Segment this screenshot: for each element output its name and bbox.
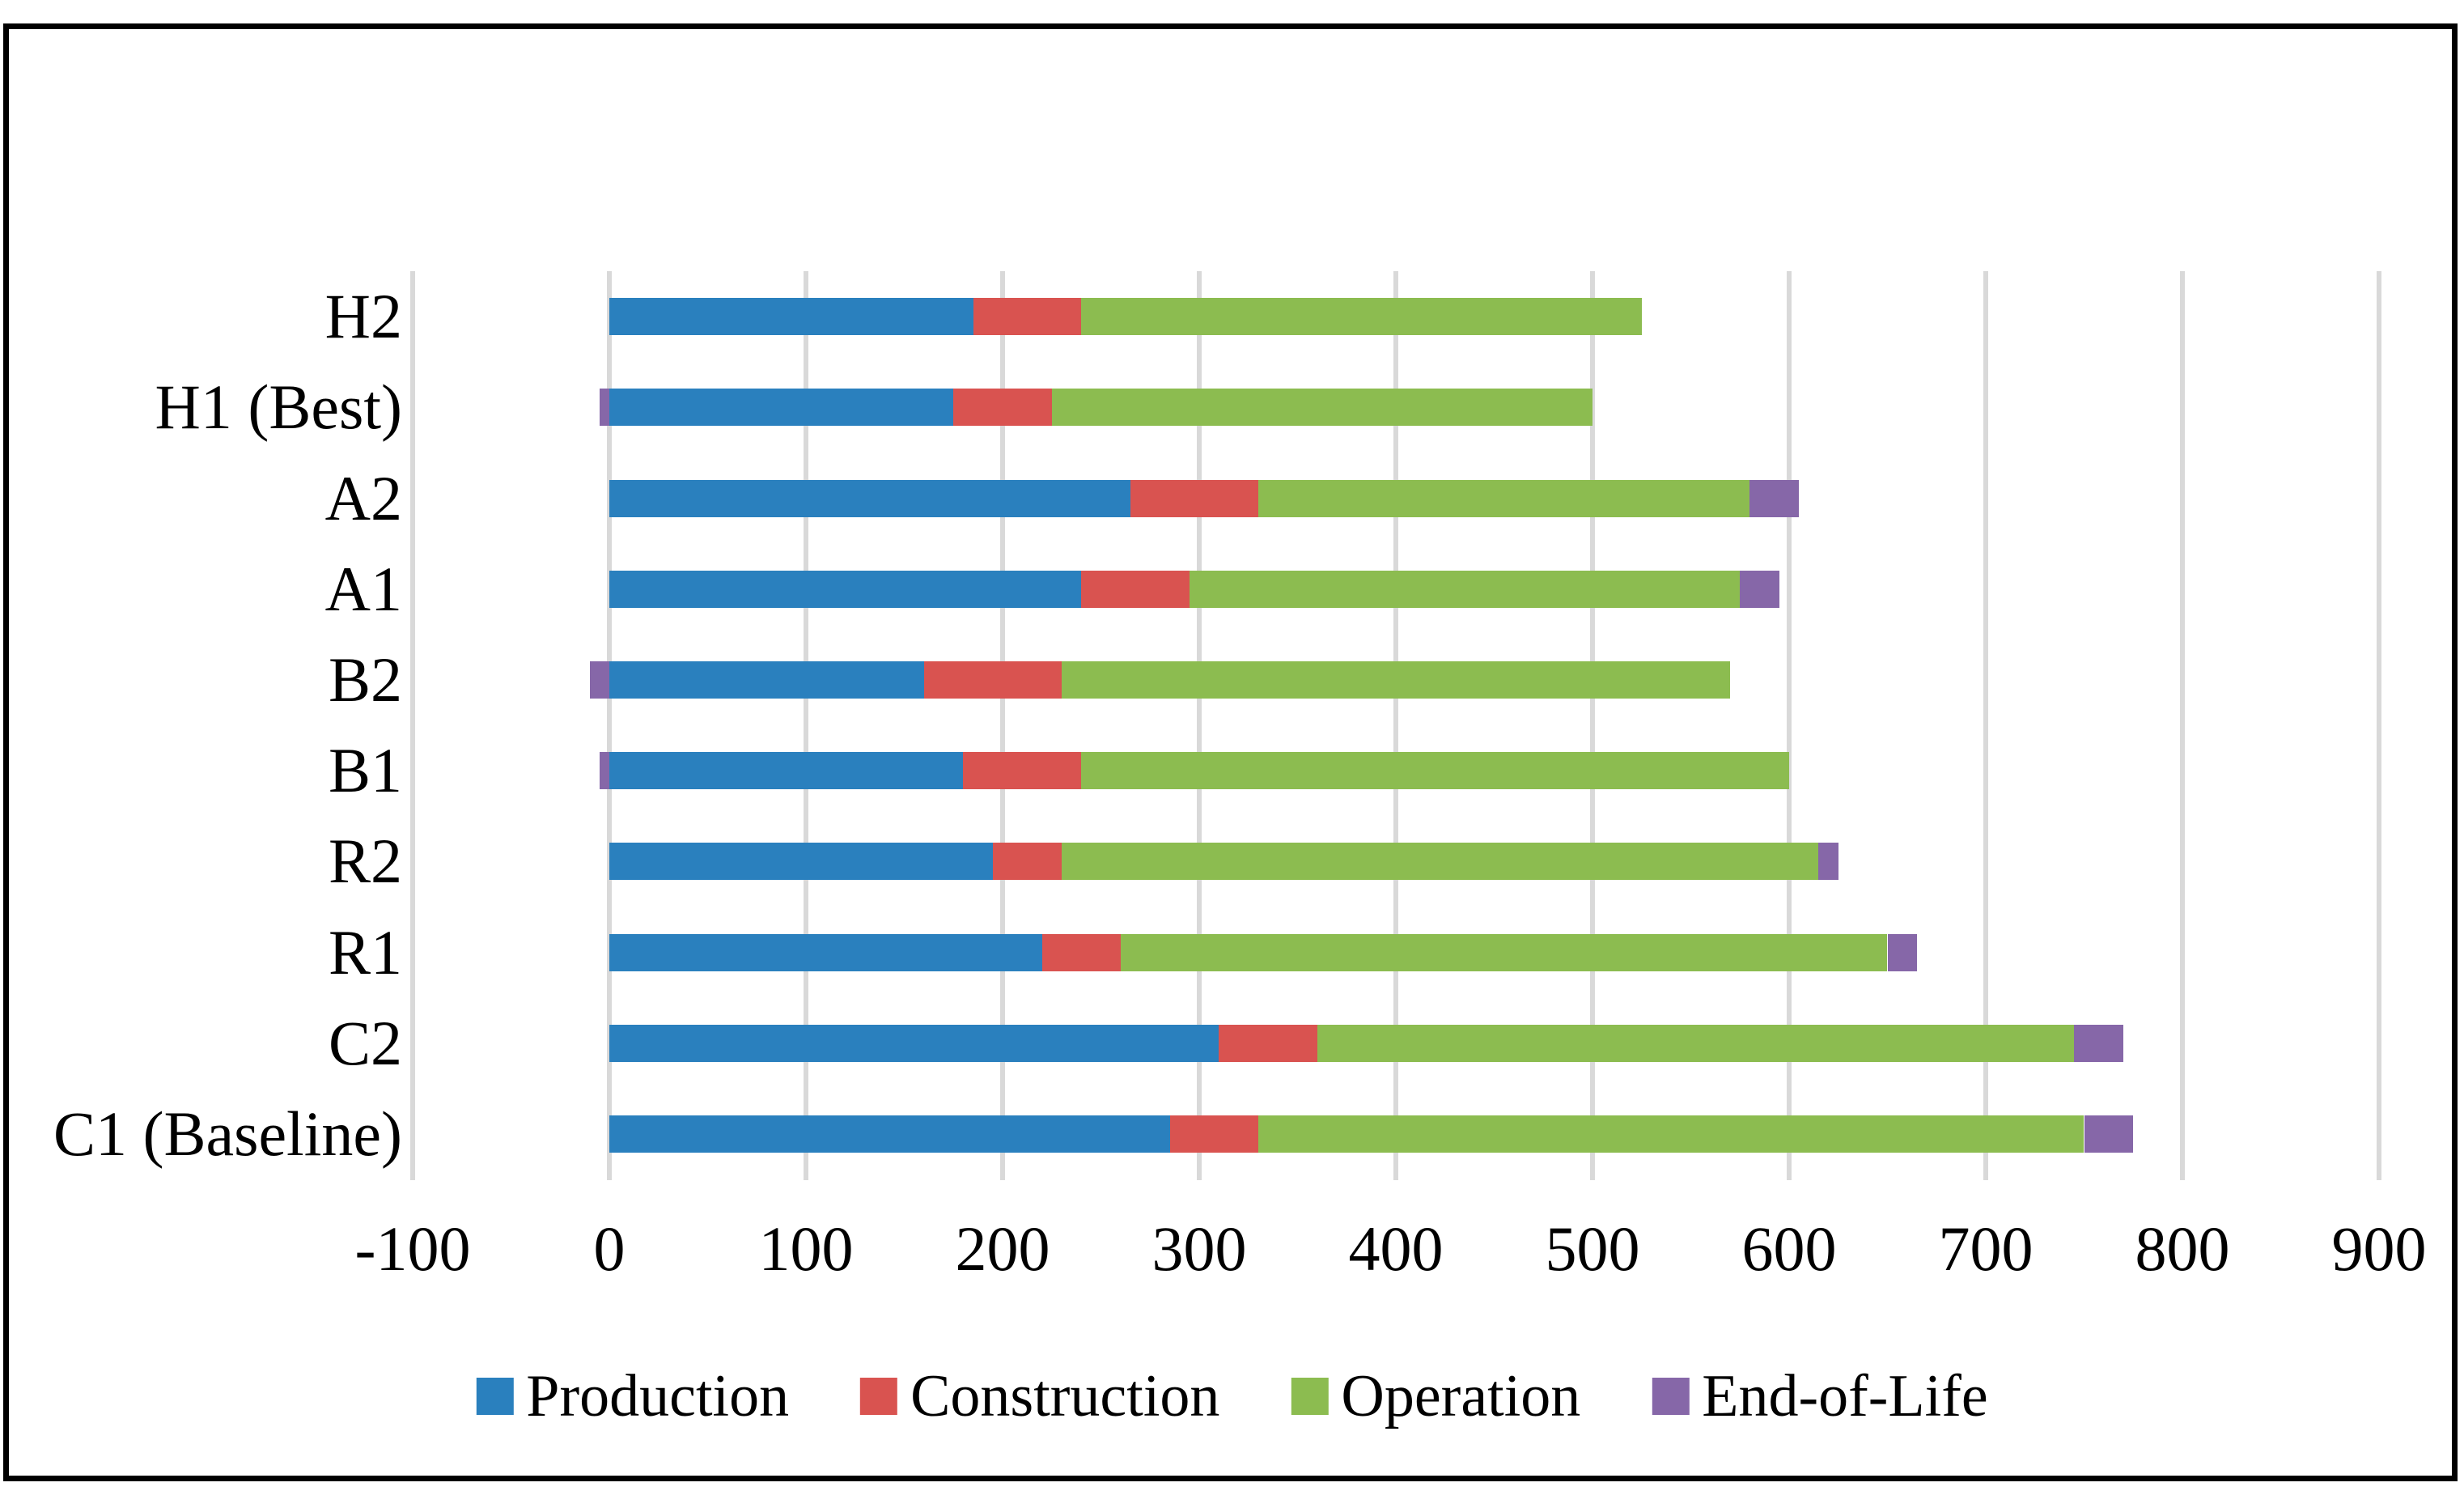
bar-segment-R1-Operation: [1120, 933, 1888, 971]
gridline-400: [1393, 271, 1398, 1180]
bar-segment-A1-Production: [609, 570, 1082, 608]
bar-segment-B1-Construction: [963, 752, 1082, 790]
x-tick-label-200: 200: [955, 1213, 1050, 1284]
bar-segment-B1-Production: [609, 752, 964, 790]
gridline-700: [1983, 271, 1988, 1180]
legend-swatch-icon: [860, 1378, 898, 1415]
gridline-900: [2377, 271, 2381, 1180]
category-label-H1-Best-: H1 (Best): [155, 372, 402, 443]
bar-segment-A2-Production: [609, 479, 1130, 517]
gridline-200: [1000, 271, 1005, 1180]
legend-item-Production: Production: [476, 1366, 789, 1426]
bar-segment-H2-Operation: [1081, 298, 1642, 336]
bar-segment-C2-Production: [609, 1024, 1219, 1062]
category-label-H2: H2: [324, 281, 402, 352]
bar-segment-C2-Operation: [1317, 1024, 2075, 1062]
bar-segment-B2-Production: [609, 661, 924, 699]
bar-segment-A2-Construction: [1130, 479, 1258, 517]
bar-segment-R1-End-of-Life: [1887, 933, 1917, 971]
x-tick-label-600: 600: [1741, 1213, 1837, 1284]
bar-segment-C1-Baseline--End-of-Life: [2084, 1115, 2134, 1153]
legend-label: End-of-Life: [1702, 1363, 1988, 1429]
legend-swatch-icon: [476, 1378, 514, 1415]
category-label-R1: R1: [328, 916, 402, 988]
bar-segment-B1-Operation: [1081, 752, 1789, 790]
legend-label: Production: [526, 1363, 790, 1429]
legend-label: Operation: [1341, 1363, 1581, 1429]
bar-segment-R2-Construction: [992, 843, 1062, 881]
bar-segment-C2-End-of-Life: [2074, 1024, 2124, 1062]
bar-segment-B2-Construction: [923, 661, 1062, 699]
category-label-B1: B1: [328, 735, 402, 806]
category-label-B2: B2: [328, 644, 402, 715]
bar-segment-R2-Production: [609, 843, 993, 881]
x-tick-label-700: 700: [1938, 1213, 2034, 1284]
x-tick-label-100: 100: [758, 1213, 854, 1284]
gridline-300: [1197, 271, 1202, 1180]
x-tick-label-300: 300: [1151, 1213, 1247, 1284]
gridline-0: [607, 271, 612, 1180]
category-label-R2: R2: [328, 826, 402, 897]
bar-segment-H1-Best--Operation: [1051, 389, 1592, 427]
bar-segment-H1-Best--Construction: [953, 389, 1052, 427]
bar-segment-A1-Operation: [1189, 570, 1741, 608]
bar-segment-C1-Baseline--Construction: [1169, 1115, 1258, 1153]
gridline-500: [1590, 271, 1595, 1180]
legend: Production Construction Operation End-of-Li…: [476, 1363, 1988, 1429]
bar-segment-A2-Operation: [1257, 479, 1750, 517]
bar-segment-H1-Best--End-of-Life: [599, 389, 609, 427]
bar-segment-R1-Production: [609, 933, 1042, 971]
gridline-100: [804, 271, 808, 1180]
bar-segment-R2-End-of-Life: [1818, 843, 1838, 881]
bar-segment-A1-Construction: [1081, 570, 1190, 608]
bar-segment-R1-Construction: [1041, 933, 1121, 971]
legend-item-Construction: Construction: [860, 1366, 1219, 1426]
x-tick-label--100: -100: [354, 1213, 471, 1284]
bar-segment-B1-End-of-Life: [599, 752, 609, 790]
category-label-A1: A1: [324, 553, 402, 624]
category-label-A2: A2: [324, 462, 402, 533]
bar-segment-A1-End-of-Life: [1740, 570, 1779, 608]
gridline--100: [410, 271, 415, 1180]
legend-swatch-icon: [1291, 1378, 1329, 1415]
bar-segment-B2-End-of-Life: [589, 661, 609, 699]
category-label-C2: C2: [328, 1007, 402, 1078]
bar-segment-C1-Baseline--Production: [609, 1115, 1170, 1153]
legend-item-End-of-Life: End-of-Life: [1652, 1363, 1988, 1429]
bar-segment-A2-End-of-Life: [1749, 479, 1800, 517]
bar-segment-H1-Best--Production: [609, 389, 954, 427]
bar-segment-R2-Operation: [1061, 843, 1819, 881]
gridline-600: [1787, 271, 1792, 1180]
legend-item-Operation: Operation: [1291, 1366, 1580, 1426]
x-tick-label-900: 900: [2331, 1213, 2427, 1284]
category-label-C1-Baseline-: C1 (Baseline): [53, 1098, 402, 1169]
legend-label: Construction: [910, 1363, 1220, 1429]
x-tick-label-0: 0: [593, 1213, 626, 1284]
bar-segment-B2-Operation: [1061, 661, 1731, 699]
chart-border-frame: [3, 23, 2458, 1481]
gridline-800: [2180, 271, 2185, 1180]
x-tick-label-400: 400: [1348, 1213, 1444, 1284]
bar-segment-C1-Baseline--Operation: [1257, 1115, 2084, 1153]
x-tick-label-800: 800: [2135, 1213, 2230, 1284]
x-tick-label-500: 500: [1545, 1213, 1640, 1284]
bar-segment-H2-Construction: [973, 298, 1082, 336]
bar-segment-C2-Construction: [1219, 1024, 1317, 1062]
legend-swatch-icon: [1652, 1378, 1690, 1415]
bar-segment-H2-Production: [609, 298, 973, 336]
